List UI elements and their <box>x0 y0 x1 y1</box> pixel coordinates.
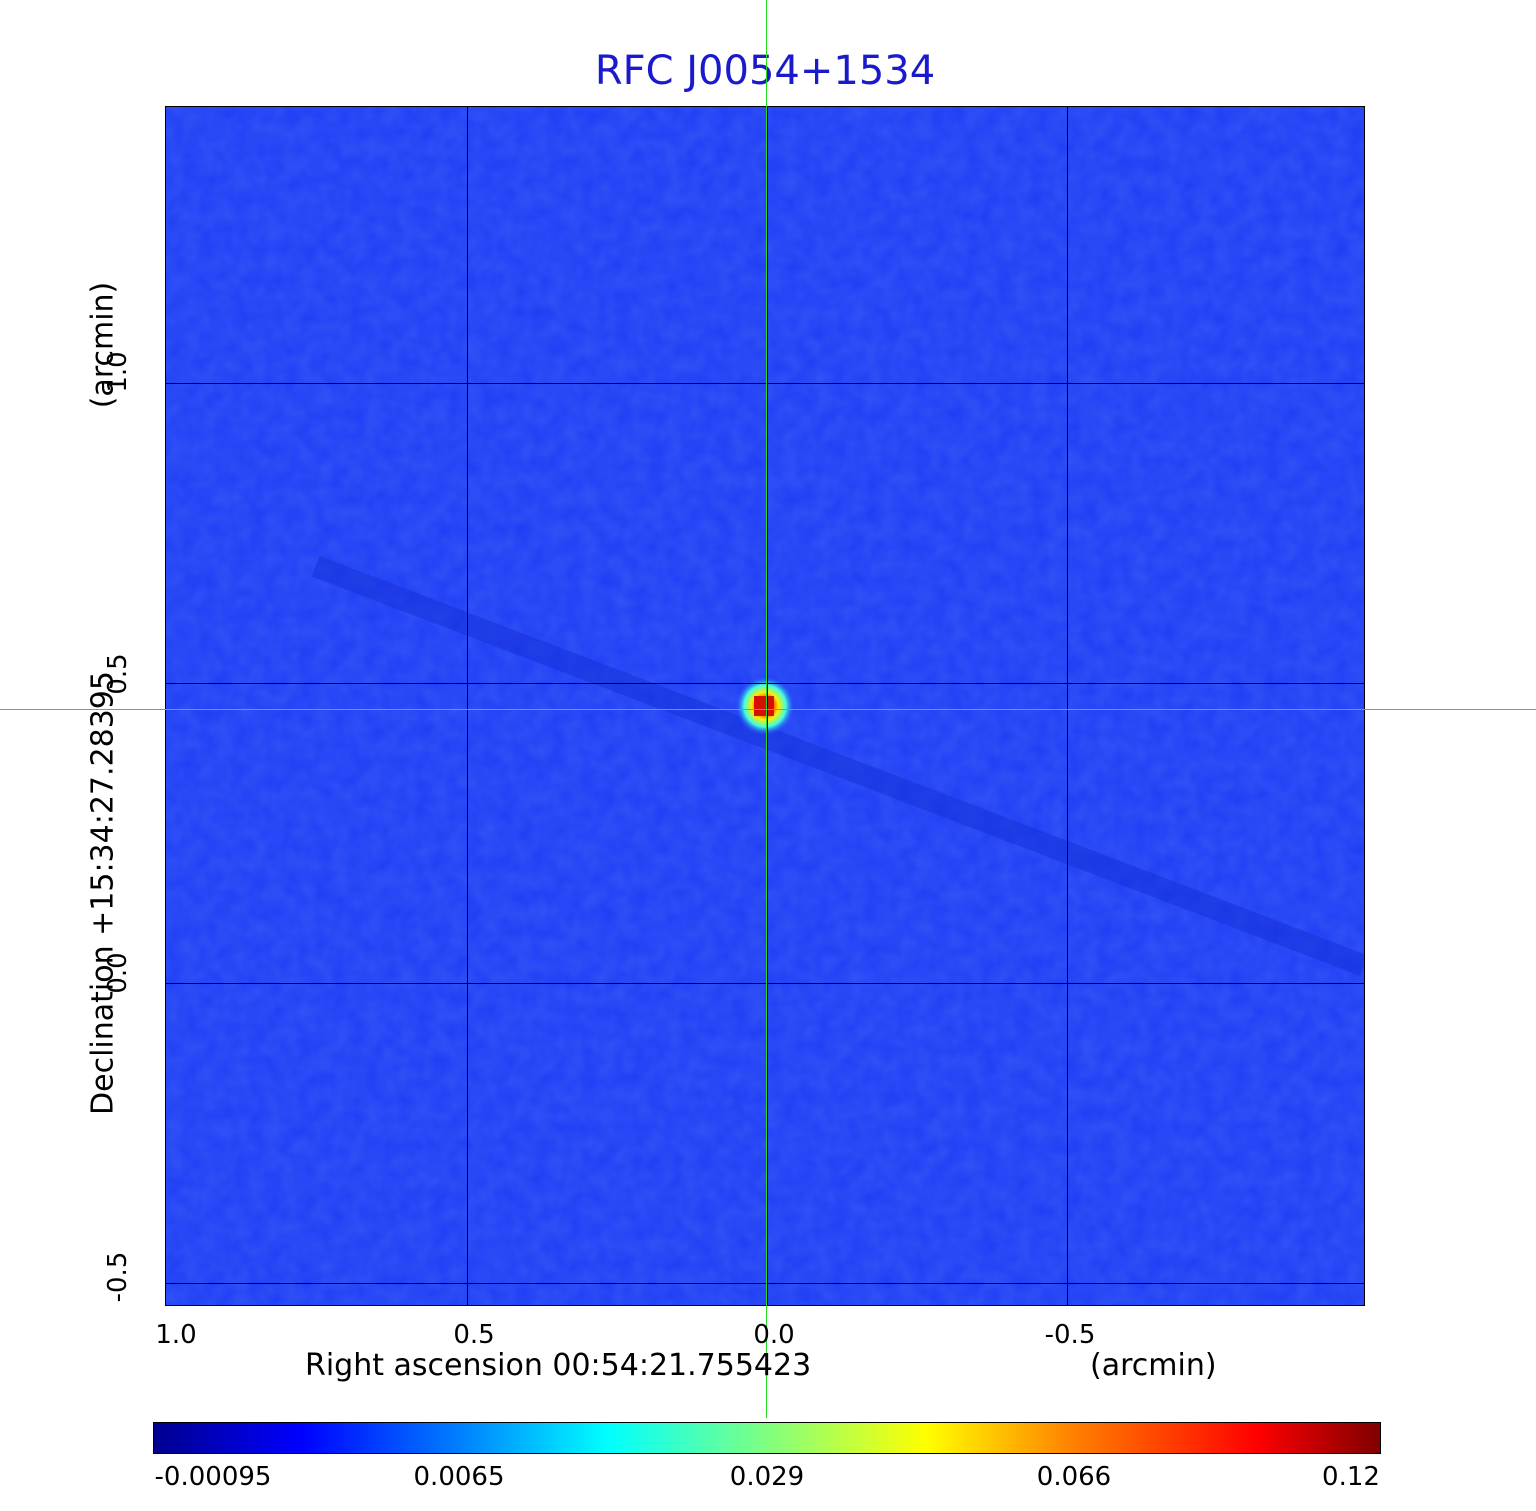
crosshair-horizontal <box>0 709 1536 710</box>
grid-line-y <box>166 683 1364 684</box>
grid-line-y <box>166 383 1364 384</box>
x-axis-unit: (arcmin) <box>1090 1348 1217 1383</box>
y-axis-unit: (arcmin) <box>85 281 121 409</box>
y-axis-label: Declination +15:34:27.28395 <box>85 671 121 1115</box>
radio-image-panel <box>165 106 1365 1306</box>
grid-line-x <box>467 107 468 1305</box>
grid-line-y <box>166 983 1364 984</box>
x-tick-label: -0.5 <box>1044 1320 1096 1350</box>
x-axis-label: Right ascension 00:54:21.755423 <box>305 1348 812 1383</box>
y-tick-label: -0.5 <box>103 1251 133 1303</box>
image-title: RFC J0054+1534 <box>594 48 936 94</box>
colorbar-tick-label: -0.00095 <box>154 1462 272 1492</box>
colorbar-tick-label: 0.029 <box>729 1462 805 1492</box>
x-tick-label: 0.5 <box>453 1320 495 1350</box>
grid-line-x <box>767 107 768 1305</box>
colorbar-tick-label: 0.0065 <box>413 1462 505 1492</box>
grid-line-y <box>166 1283 1364 1284</box>
x-tick-label: 0.0 <box>753 1320 795 1350</box>
grid-line-x <box>1067 107 1068 1305</box>
colorbar <box>153 1422 1381 1454</box>
colorbar-tick-label: 0.066 <box>1036 1462 1112 1492</box>
sidelobe-streak <box>311 555 1364 976</box>
x-tick-label: 1.0 <box>155 1320 197 1350</box>
radio-source-peak <box>754 696 774 716</box>
colorbar-tick-label: 0.12 <box>1322 1462 1380 1492</box>
radio-map <box>166 107 1364 1305</box>
